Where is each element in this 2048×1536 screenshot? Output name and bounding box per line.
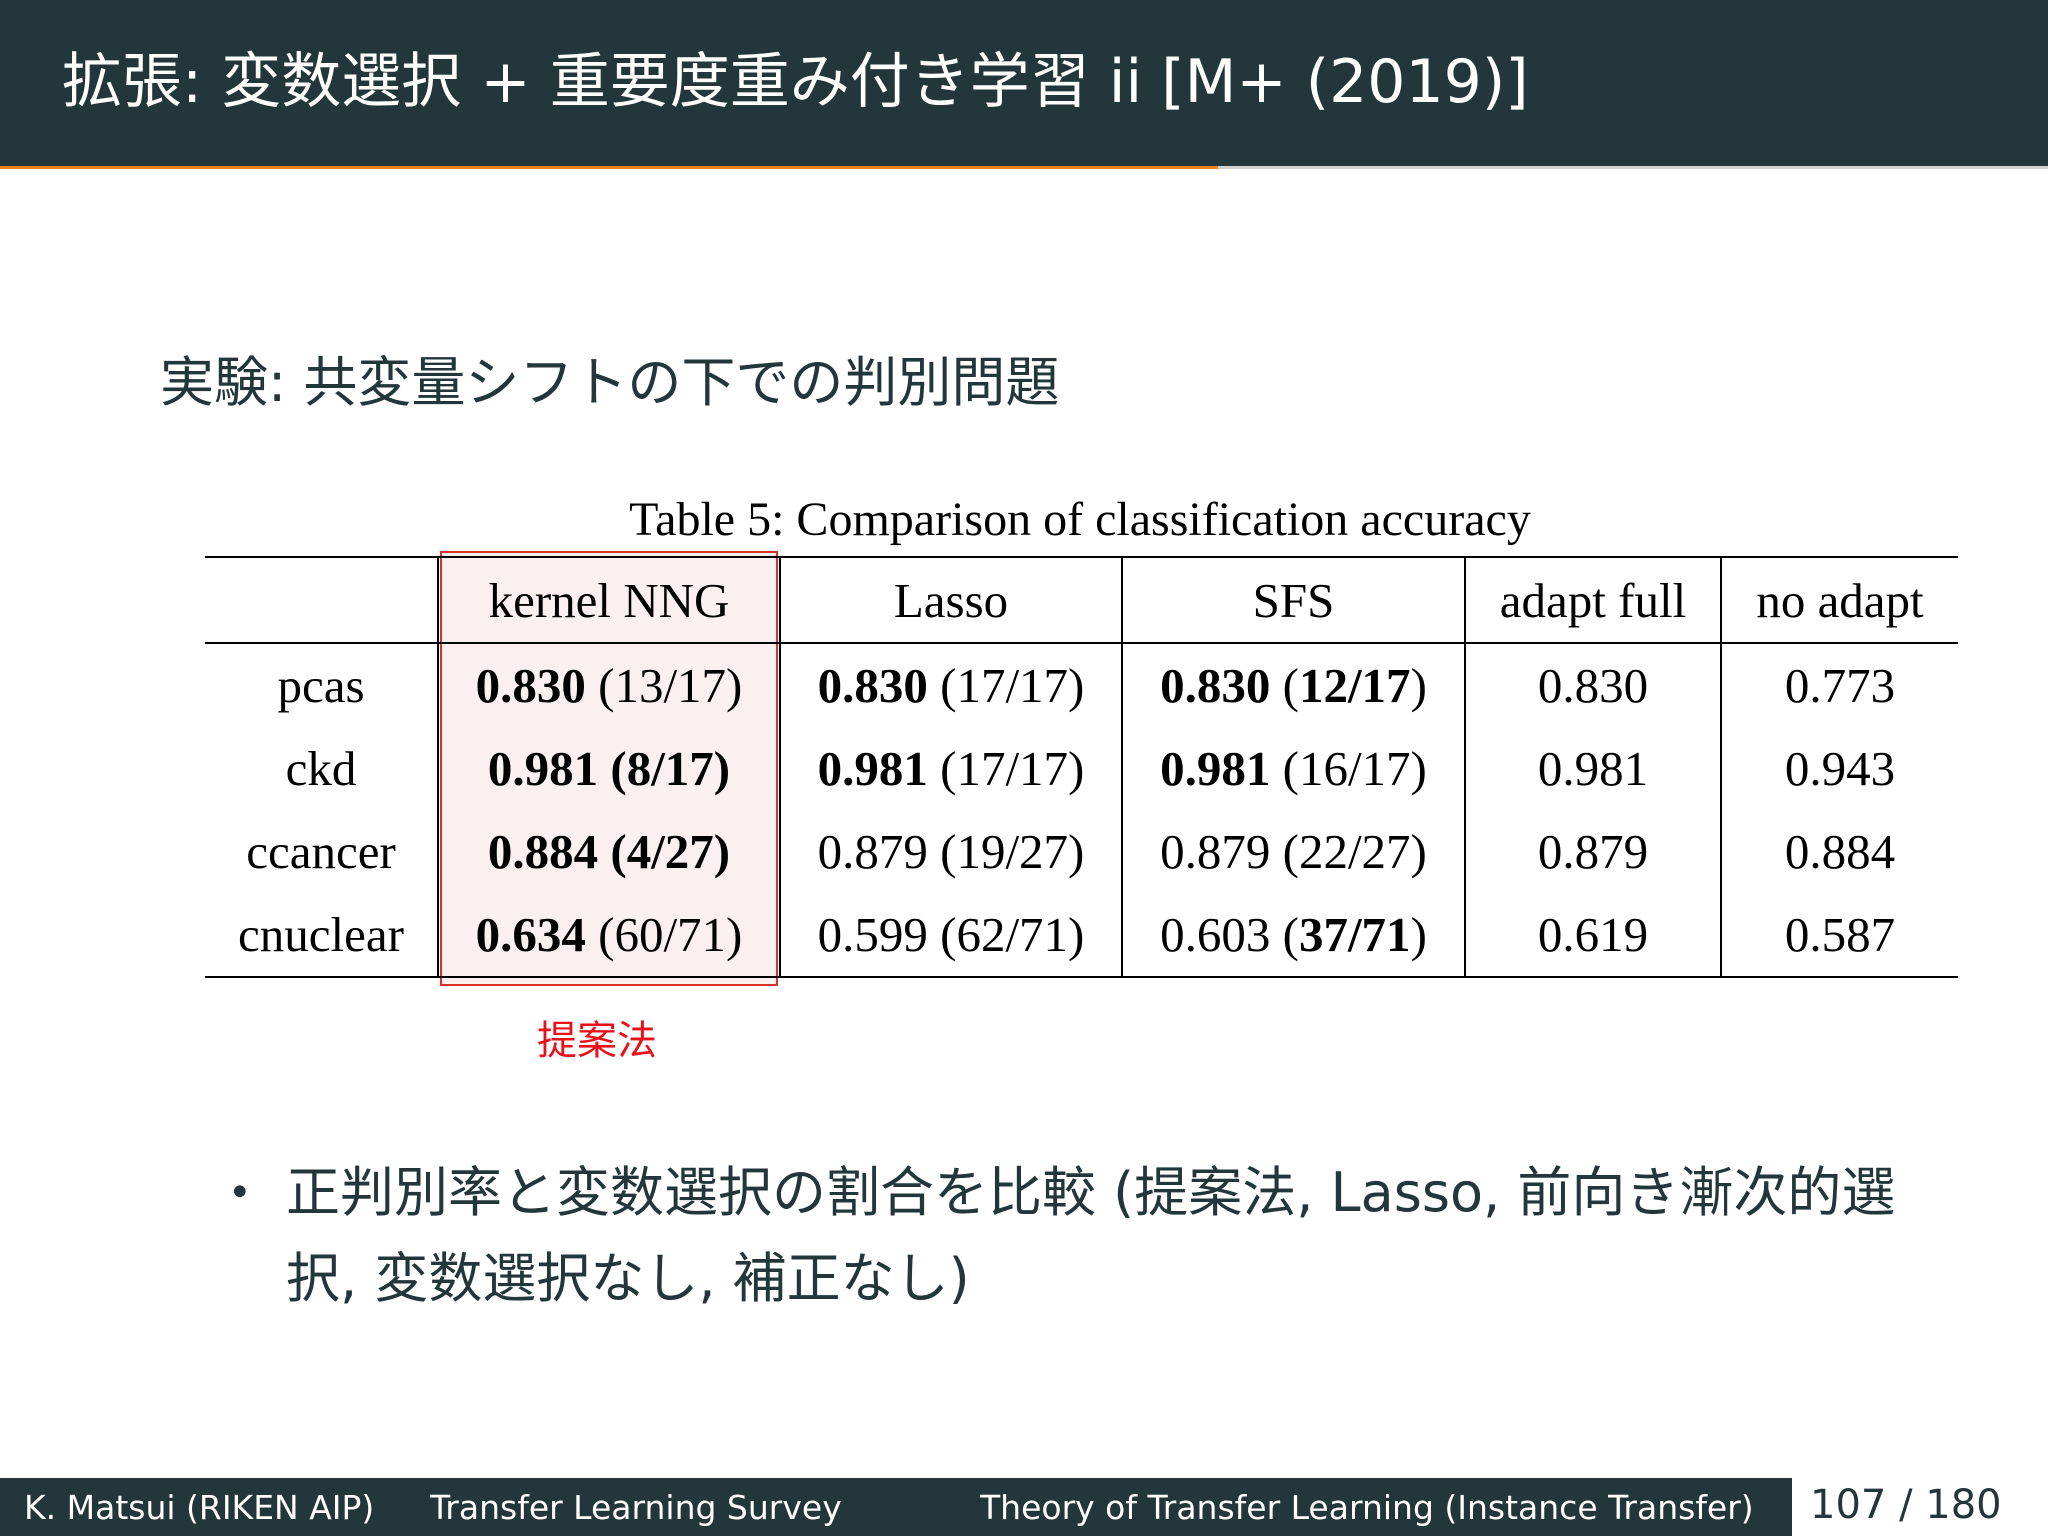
bullet-list: • 正判別率と変数選択の割合を比較 (提案法, Lasso, 前向き漸次的選択, … xyxy=(228,1150,1966,1322)
accuracy-value: 0.981 xyxy=(1160,741,1271,796)
table-row: pcas 0.830 (13/17) 0.830 (17/17) 0.830 (… xyxy=(205,643,1958,727)
table-header-row: kernel NNG Lasso SFS adapt full no adapt xyxy=(205,557,1958,643)
cell-no-adapt: 0.587 xyxy=(1720,893,1958,977)
selection-ratio: (17/17) xyxy=(940,658,1085,713)
selection-ratio: (19/27) xyxy=(940,824,1085,879)
accuracy-value: 0.830 xyxy=(475,658,586,713)
accuracy-value: 0.981 xyxy=(817,741,928,796)
cell-lasso: 0.830 (17/17) xyxy=(779,643,1122,727)
header-no-adapt: no adapt xyxy=(1720,557,1958,643)
table-row: cnuclear 0.634 (60/71) 0.599 (62/71) 0.6… xyxy=(205,893,1958,977)
accuracy-value: 0.884 xyxy=(487,824,599,879)
cell-adapt-full: 0.830 xyxy=(1464,643,1721,727)
table-body: pcas 0.830 (13/17) 0.830 (17/17) 0.830 (… xyxy=(205,643,1958,977)
cell-kernel-nng: 0.634 (60/71) xyxy=(437,893,780,977)
slide-title-bar: 拡張: 変数選択 + 重要度重み付き学習 ii [M+ (2019)] xyxy=(0,0,2048,166)
selection-ratio: 37/71 xyxy=(1298,907,1411,962)
table-row: ccancer 0.884 (4/27) 0.879 (19/27) 0.879… xyxy=(205,810,1958,893)
cell-adapt-full: 0.981 xyxy=(1464,727,1721,810)
selection-ratio: (4/27) xyxy=(610,824,731,879)
cell-sfs: 0.879 (22/27) xyxy=(1121,810,1465,893)
page-number-box: 107 / 180 xyxy=(1792,1478,2048,1536)
footer-section: Theory of Transfer Learning (Instance Tr… xyxy=(980,1488,1754,1527)
cell-adapt-full: 0.619 xyxy=(1464,893,1721,977)
selection-ratio: (13/17) xyxy=(598,658,743,713)
slide-footer: K. Matsui (RIKEN AIP) Transfer Learning … xyxy=(0,1478,2048,1536)
cell-kernel-nng: 0.830 (13/17) xyxy=(437,643,780,727)
cell-sfs: 0.830 (12/17) xyxy=(1121,643,1465,727)
accuracy-value: 0.599 xyxy=(817,907,928,962)
cell-lasso: 0.981 (17/17) xyxy=(779,727,1122,810)
accuracy-value: 0.634 xyxy=(475,907,586,962)
section-heading: 実験: 共変量シフトの下での判別問題 xyxy=(160,351,1060,414)
row-label: ckd xyxy=(285,741,357,796)
title-progress-bar xyxy=(0,166,1218,169)
bullet-dot-icon: • xyxy=(228,1170,252,1216)
slide-title: 拡張: 変数選択 + 重要度重み付き学習 ii [M+ (2019)] xyxy=(62,47,1529,117)
cell-no-adapt: 0.884 xyxy=(1720,810,1958,893)
accuracy-value: 0.830 xyxy=(1160,658,1271,713)
footer-author: K. Matsui (RIKEN AIP) xyxy=(24,1488,375,1527)
page-number: 107 / 180 xyxy=(1810,1482,2002,1528)
table-caption: Table 5: Comparison of classification ac… xyxy=(629,493,1531,546)
header-kernel-nng: kernel NNG xyxy=(437,557,780,643)
cell-no-adapt: 0.773 xyxy=(1720,643,1958,727)
footer-title: Transfer Learning Survey xyxy=(430,1488,842,1527)
results-table: kernel NNG Lasso SFS adapt full no adapt… xyxy=(205,556,1958,978)
accuracy-value: 0.879 xyxy=(817,824,928,879)
accuracy-value: 0.879 xyxy=(1160,824,1271,879)
cell-adapt-full: 0.879 xyxy=(1464,810,1721,893)
list-item: • 正判別率と変数選択の割合を比較 (提案法, Lasso, 前向き漸次的選択, … xyxy=(228,1150,1966,1322)
cell-kernel-nng: 0.884 (4/27) xyxy=(437,810,780,893)
cell-kernel-nng: 0.981 (8/17) xyxy=(437,727,780,810)
proposed-method-label: 提案法 xyxy=(537,1018,657,1064)
header-cell-empty xyxy=(205,557,438,643)
title-progress-track xyxy=(1218,166,2048,169)
cell-sfs: 0.981 (16/17) xyxy=(1121,727,1465,810)
accuracy-value: 0.603 xyxy=(1160,907,1271,962)
bullet-text: 正判別率と変数選択の割合を比較 (提案法, Lasso, 前向き漸次的選択, 変… xyxy=(286,1161,1896,1310)
accuracy-value: 0.830 xyxy=(817,658,928,713)
selection-ratio: (16/17) xyxy=(1282,741,1427,796)
selection-ratio: (62/71) xyxy=(940,907,1085,962)
selection-ratio: 12/17 xyxy=(1298,658,1411,713)
selection-ratio: (8/17) xyxy=(610,741,731,796)
cell-lasso: 0.879 (19/27) xyxy=(779,810,1122,893)
cell-sfs: 0.603 (37/71) xyxy=(1121,893,1465,977)
row-label: pcas xyxy=(277,658,365,713)
selection-ratio: (60/71) xyxy=(598,907,743,962)
row-label: ccancer xyxy=(246,824,396,879)
accuracy-value: 0.981 xyxy=(487,741,599,796)
table-row: ckd 0.981 (8/17) 0.981 (17/17) 0.981 (16… xyxy=(205,727,1958,810)
header-sfs: SFS xyxy=(1121,557,1465,643)
cell-lasso: 0.599 (62/71) xyxy=(779,893,1122,977)
header-adapt-full: adapt full xyxy=(1464,557,1721,643)
row-label: cnuclear xyxy=(238,907,404,962)
selection-ratio: (22/27) xyxy=(1282,824,1427,879)
header-lasso: Lasso xyxy=(779,557,1122,643)
cell-no-adapt: 0.943 xyxy=(1720,727,1958,810)
selection-ratio: (17/17) xyxy=(940,741,1085,796)
